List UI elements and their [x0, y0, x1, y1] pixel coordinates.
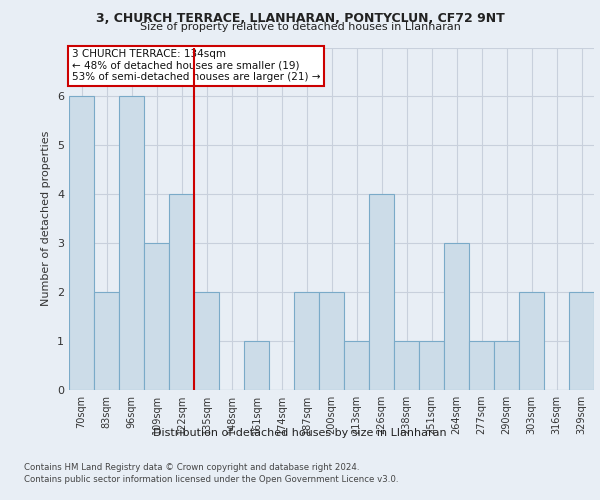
Text: 3 CHURCH TERRACE: 134sqm
← 48% of detached houses are smaller (19)
53% of semi-d: 3 CHURCH TERRACE: 134sqm ← 48% of detach… [71, 49, 320, 82]
Text: Size of property relative to detached houses in Llanharan: Size of property relative to detached ho… [140, 22, 460, 32]
Bar [369, 194, 394, 390]
Text: 3, CHURCH TERRACE, LLANHARAN, PONTYCLUN, CF72 9NT: 3, CHURCH TERRACE, LLANHARAN, PONTYCLUN,… [95, 12, 505, 25]
Bar [394, 341, 419, 390]
Bar [244, 341, 269, 390]
Bar [494, 341, 519, 390]
Bar [444, 243, 469, 390]
Bar [169, 194, 194, 390]
Bar [419, 341, 444, 390]
Bar [294, 292, 319, 390]
Bar [69, 96, 94, 390]
Bar [344, 341, 369, 390]
Bar [469, 341, 494, 390]
Text: Contains public sector information licensed under the Open Government Licence v3: Contains public sector information licen… [24, 475, 398, 484]
Y-axis label: Number of detached properties: Number of detached properties [41, 131, 52, 306]
Bar [144, 243, 169, 390]
Bar [519, 292, 544, 390]
Bar [319, 292, 344, 390]
Bar [194, 292, 219, 390]
Text: Contains HM Land Registry data © Crown copyright and database right 2024.: Contains HM Land Registry data © Crown c… [24, 462, 359, 471]
Bar [94, 292, 119, 390]
Text: Distribution of detached houses by size in Llanharan: Distribution of detached houses by size … [153, 428, 447, 438]
Bar [119, 96, 144, 390]
Bar [569, 292, 594, 390]
